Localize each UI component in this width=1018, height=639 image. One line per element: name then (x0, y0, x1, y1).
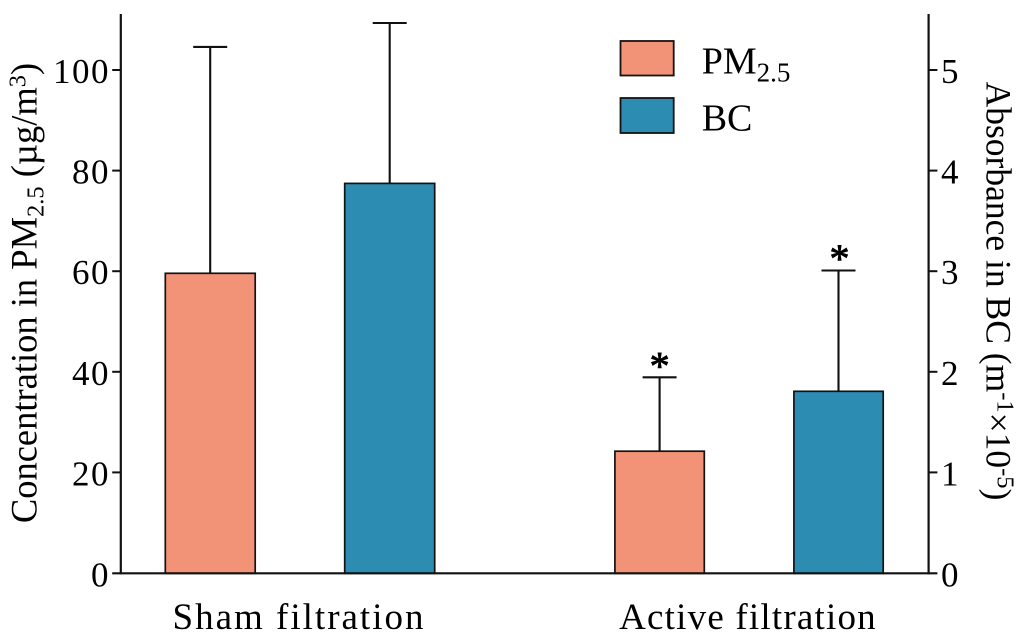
svg-text:*: * (650, 344, 670, 389)
svg-text:4: 4 (941, 153, 960, 192)
svg-text:80: 80 (72, 153, 110, 192)
svg-text:40: 40 (72, 354, 110, 393)
svg-text:BC: BC (702, 98, 753, 140)
svg-text:Absorbance in BC (m-1×10-5): Absorbance in BC (m-1×10-5) (979, 82, 1018, 501)
svg-text:Sham filtration: Sham filtration (173, 597, 426, 638)
svg-text:0: 0 (941, 555, 960, 594)
svg-text:100: 100 (53, 52, 110, 91)
svg-text:5: 5 (941, 52, 960, 91)
svg-text:0: 0 (91, 555, 110, 594)
svg-text:2: 2 (941, 354, 960, 393)
svg-text:*: * (830, 236, 850, 281)
svg-text:Active filtration: Active filtration (619, 597, 877, 638)
svg-text:Concentration in PM2.5 (µg/m3): Concentration in PM2.5 (µg/m3) (4, 63, 50, 523)
svg-text:1: 1 (941, 454, 960, 493)
svg-text:3: 3 (941, 253, 960, 292)
svg-text:20: 20 (72, 454, 110, 493)
svg-text:60: 60 (72, 253, 110, 292)
